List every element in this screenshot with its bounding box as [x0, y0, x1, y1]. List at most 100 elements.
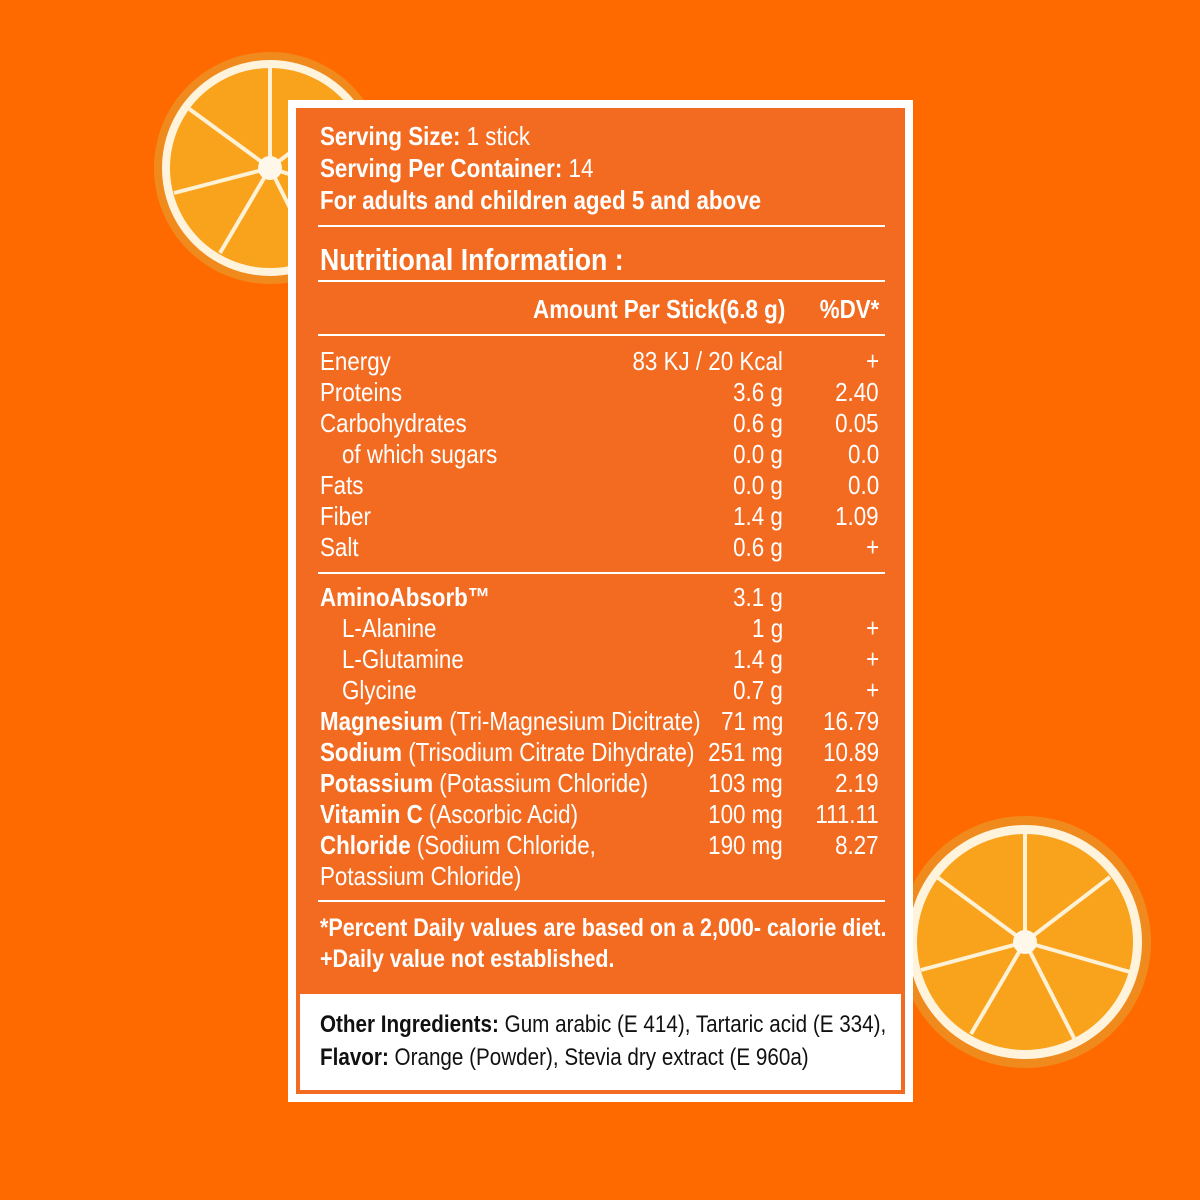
nutrient-source: (Ascorbic Acid)	[422, 799, 579, 829]
nutrient-dv: 10.89	[823, 737, 879, 767]
serving-per-container: Serving Per Container: 14	[320, 152, 761, 184]
nutrient-name: Salt	[320, 532, 359, 562]
nutrient-name: Vitamin C (Ascorbic Acid)	[320, 799, 578, 830]
nutrient-name: Magnesium (Tri-Magnesium Dicitrate)	[320, 706, 701, 737]
nutrient-amount: 0.0 g	[733, 439, 783, 469]
nutrient-name: of which sugars	[342, 439, 498, 469]
divider	[318, 900, 885, 902]
serving-audience: For adults and children aged 5 and above	[320, 185, 762, 215]
nutrient-name-bold: Magnesium	[320, 706, 444, 736]
nutrient-amount: 1 g	[751, 613, 783, 643]
nutrient-row: Energy 83 KJ / 20 Kcal +	[320, 346, 879, 377]
nutrient-row: Proteins 3.6 g 2.40	[320, 377, 879, 408]
column-header-dv: %DV*	[819, 294, 879, 324]
nutrient-dv: 0.0	[847, 470, 879, 500]
footnote-dv: *Percent Daily values are based on a 2,0…	[320, 914, 887, 942]
nutrient-row: of which sugars 0.0 g 0.0	[320, 439, 879, 470]
nutrient-name: Chloride (Sodium Chloride, Potassium Chl…	[320, 830, 612, 892]
nutrient-name-bold: Potassium	[320, 768, 434, 798]
nutrient-row: Vitamin C (Ascorbic Acid) 100 mg 111.11	[320, 799, 879, 830]
nutrient-amount: 3.6 g	[733, 377, 783, 407]
footnote-not-established: +Daily value not established.	[320, 945, 615, 973]
nutrient-row: Fats 0.0 g 0.0	[320, 470, 879, 501]
nutrient-group-1: Energy 83 KJ / 20 Kcal + Proteins 3.6 g 2.40…	[320, 346, 879, 563]
nutrient-source: (Sodium Chloride, Potassium Chloride)	[320, 830, 596, 891]
nutrient-row: Potassium (Potassium Chloride) 103 mg 2.19	[320, 768, 879, 799]
serving-size-value: 1 stick	[460, 121, 531, 151]
nutrient-amount: 190 mg	[708, 830, 783, 860]
nutrition-title: Nutritional Information :	[320, 242, 624, 277]
nutrient-amount: 71 mg	[720, 706, 783, 736]
nutrient-amount: 0.6 g	[733, 408, 783, 438]
nutrient-name: L-Glutamine	[342, 644, 464, 674]
nutrient-row: AminoAbsorb™ 3.1 g	[320, 582, 879, 613]
nutrient-dv: +	[865, 613, 879, 643]
nutrient-name: Fats	[320, 470, 364, 500]
nutrient-row: Carbohydrates 0.6 g 0.05	[320, 408, 879, 439]
ingredients-label: Other Ingredients:	[320, 1011, 499, 1038]
flavor-label: Flavor:	[320, 1044, 389, 1071]
nutrient-amount: 0.6 g	[733, 532, 783, 562]
nutrient-amount: 0.0 g	[733, 470, 783, 500]
nutrient-dv: 1.09	[835, 501, 879, 531]
nutrient-dv: 2.19	[835, 768, 879, 798]
serving-per-container-label: Serving Per Container:	[320, 153, 563, 183]
nutrient-dv: +	[865, 675, 879, 705]
nutrient-name: Potassium (Potassium Chloride)	[320, 768, 648, 799]
nutrient-dv: 2.40	[835, 377, 879, 407]
nutrient-group-2: AminoAbsorb™ 3.1 g L-Alanine 1 g + L-Glutam…	[320, 582, 879, 892]
divider	[318, 572, 885, 574]
nutrient-amount: 3.1 g	[733, 582, 783, 612]
nutrient-name: Glycine	[342, 675, 417, 705]
serving-per-container-value: 14	[562, 153, 594, 183]
column-header-amount: Amount Per Stick(6.8 g)	[532, 294, 785, 324]
nutrient-amount: 83 KJ / 20 Kcal	[632, 346, 783, 376]
nutrient-name: Fiber	[320, 501, 371, 531]
nutrient-name: Proteins	[320, 377, 403, 407]
nutrient-row: Fiber 1.4 g 1.09	[320, 501, 879, 532]
nutrient-amount: 1.4 g	[733, 501, 783, 531]
nutrient-source: (Tri-Magnesium Dicitrate)	[443, 706, 701, 736]
nutrient-name: Sodium (Trisodium Citrate Dihydrate)	[320, 737, 694, 768]
serving-info: Serving Size: 1 stick Serving Per Contai…	[320, 120, 761, 216]
other-ingredients: Other Ingredients: Gum arabic (E 414), T…	[300, 994, 901, 1090]
ingredients-text: Gum arabic (E 414), Tartaric acid (E 334…	[498, 1011, 887, 1038]
nutrient-name-bold: Chloride	[320, 830, 411, 860]
nutrient-name-bold: Sodium	[320, 737, 402, 767]
nutrient-dv: +	[865, 644, 879, 674]
nutrient-amount: 1.4 g	[733, 644, 783, 674]
flavor-text: Orange (Powder), Stevia dry extract (E 9…	[388, 1044, 809, 1071]
nutrient-name: Carbohydrates	[320, 408, 467, 438]
nutrition-label: Serving Size: 1 stick Serving Per Contai…	[288, 100, 913, 1102]
nutrition-panel: Serving Size: 1 stick Serving Per Contai…	[296, 108, 905, 1094]
nutrient-row: L-Glutamine 1.4 g +	[320, 644, 879, 675]
nutrient-amount: 100 mg	[708, 799, 783, 829]
nutrient-dv: 16.79	[823, 706, 879, 736]
nutrient-name: AminoAbsorb™	[320, 582, 490, 613]
footnotes: *Percent Daily values are based on a 2,0…	[320, 913, 886, 975]
nutrient-dv: 111.11	[815, 799, 879, 829]
nutrient-row: Magnesium (Tri-Magnesium Dicitrate) 71 mg…	[320, 706, 879, 737]
nutrient-name: Energy	[320, 346, 391, 376]
nutrient-row: Chloride (Sodium Chloride, Potassium Chl…	[320, 830, 879, 892]
divider	[318, 334, 885, 336]
nutrient-dv: +	[865, 346, 879, 376]
nutrient-row: L-Alanine 1 g +	[320, 613, 879, 644]
nutrient-row: Salt 0.6 g +	[320, 532, 879, 563]
divider	[318, 280, 885, 282]
nutrient-amount: 103 mg	[708, 768, 783, 798]
nutrient-dv: 0.0	[847, 439, 879, 469]
nutrient-row: Sodium (Trisodium Citrate Dihydrate) 251 …	[320, 737, 879, 768]
nutrient-amount: 251 mg	[708, 737, 783, 767]
nutrient-name-bold: Vitamin C	[320, 799, 423, 829]
orange-slice-icon	[899, 816, 1151, 1068]
nutrient-source: (Potassium Chloride)	[433, 768, 649, 798]
nutrient-source: (Trisodium Citrate Dihydrate)	[401, 737, 695, 767]
divider	[318, 225, 885, 227]
serving-size-label: Serving Size:	[320, 121, 461, 151]
nutrient-dv: 8.27	[835, 830, 879, 860]
nutrient-row: Glycine 0.7 g +	[320, 675, 879, 706]
nutrient-dv: +	[865, 532, 879, 562]
nutrient-name-bold: AminoAbsorb™	[320, 582, 491, 612]
nutrient-name: L-Alanine	[342, 613, 437, 643]
